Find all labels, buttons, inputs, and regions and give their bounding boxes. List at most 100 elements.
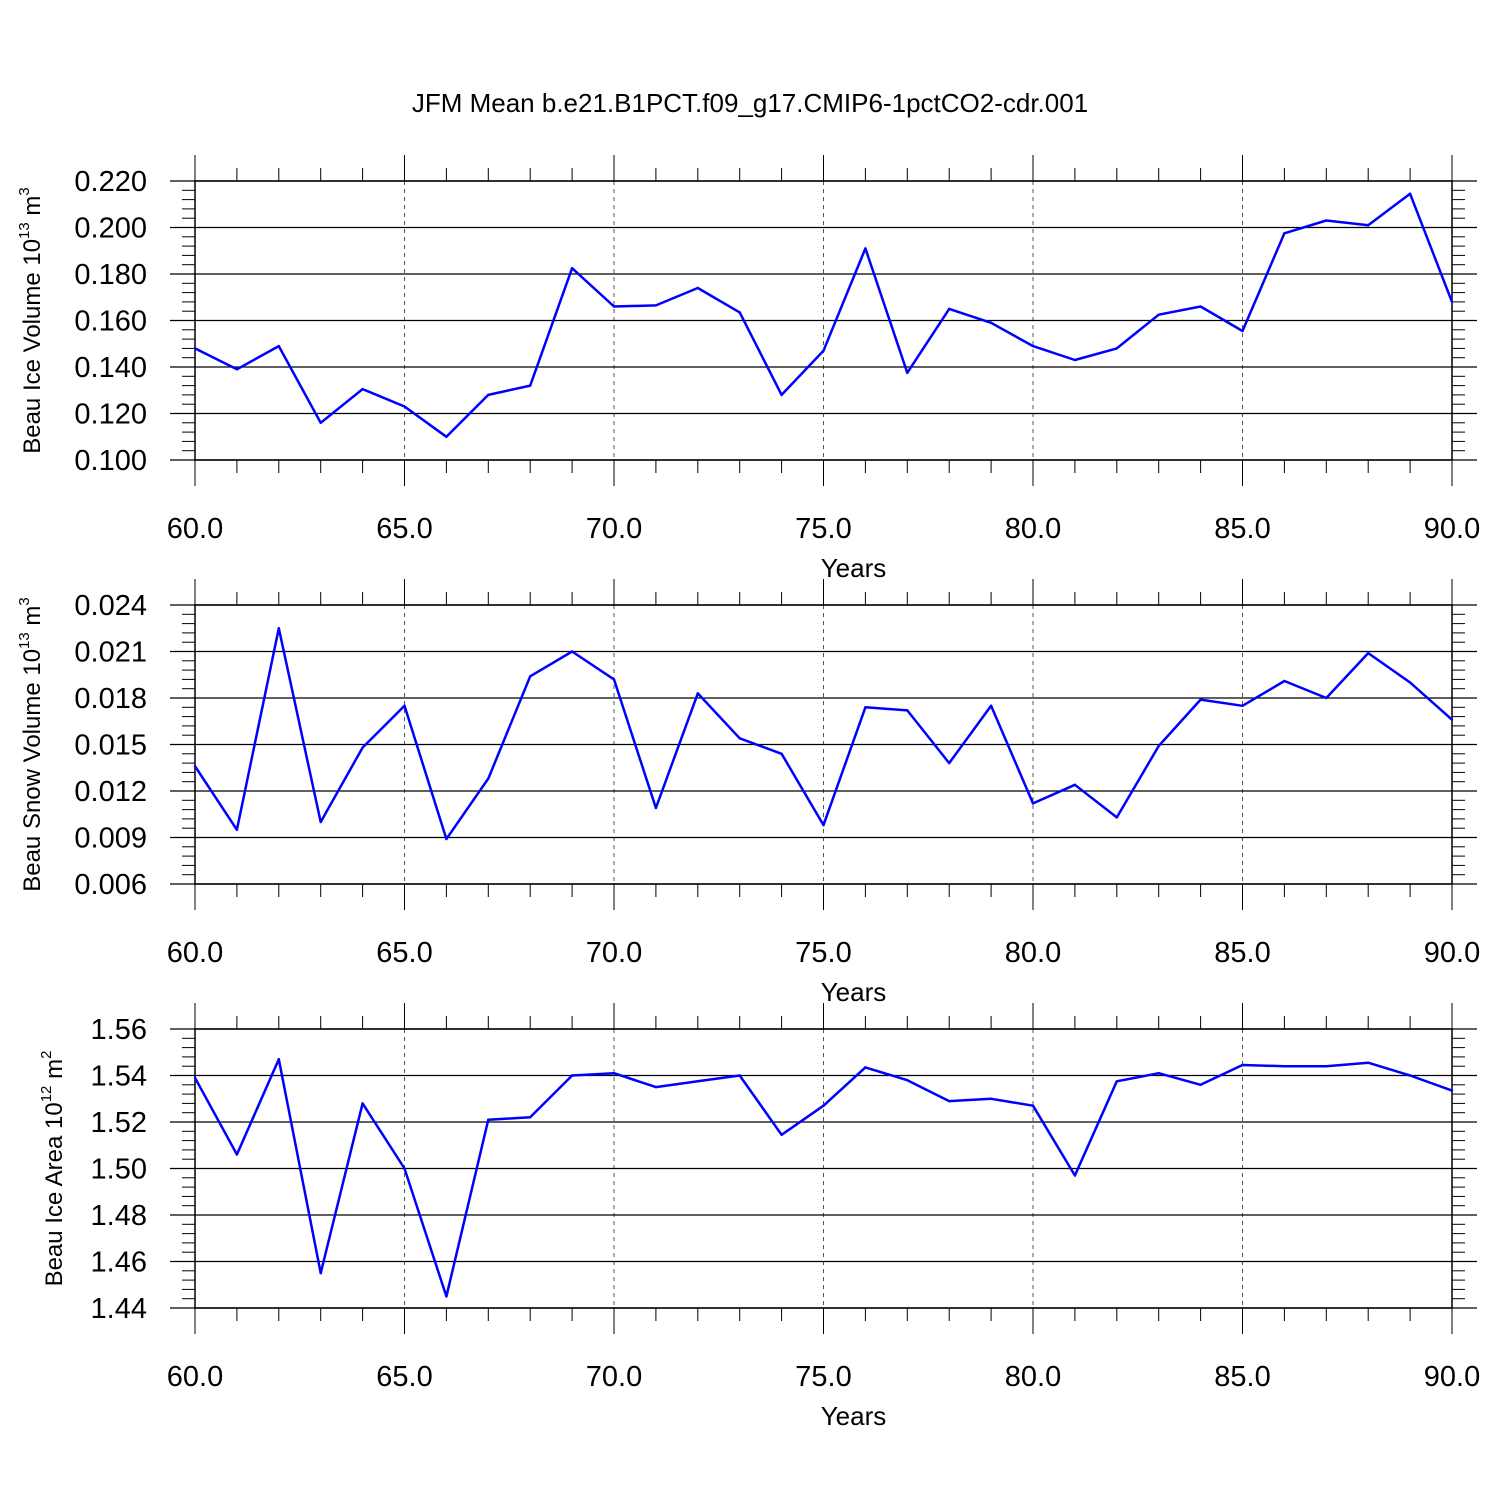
- figure-title: JFM Mean b.e21.B1PCT.f09_g17.CMIP6-1pctC…: [411, 88, 1089, 118]
- x-tick-label: 70.0: [586, 1361, 642, 1393]
- data-point: [1325, 696, 1328, 700]
- data-point: [277, 1058, 280, 1061]
- data-point: [1241, 704, 1244, 707]
- y-tick-label: 0.140: [74, 352, 147, 384]
- panel-3: 60.0 65.0 70.0 75.0 80.0 85.0 90.0 1.44 1.46 1.48…: [38, 1003, 1480, 1431]
- x-tick-label: 80.0: [1005, 937, 1061, 969]
- data-point: [906, 371, 909, 375]
- data-point: [780, 393, 783, 397]
- data-point: [654, 304, 658, 307]
- data-point: [1241, 1063, 1244, 1067]
- data-point: [906, 1078, 909, 1082]
- data-point: [1450, 300, 1454, 304]
- data-point: [1073, 358, 1077, 362]
- data-point: [319, 421, 322, 424]
- data-point: [1073, 1174, 1077, 1177]
- data-point: [1115, 816, 1119, 819]
- data-point: [1367, 223, 1370, 227]
- x-tick-label: 75.0: [795, 937, 851, 969]
- data-point: [822, 1104, 825, 1107]
- plot-frame: [194, 604, 1453, 885]
- data-point: [1115, 1080, 1119, 1083]
- x-tick-label: 60.0: [167, 513, 223, 545]
- x-tick-label: 90.0: [1424, 937, 1480, 969]
- data-point: [654, 806, 658, 810]
- data-point: [989, 321, 993, 325]
- x-tick-label: 70.0: [586, 937, 642, 969]
- data-point: [1450, 1089, 1454, 1092]
- data-point: [864, 1066, 867, 1069]
- data-point: [1408, 681, 1412, 684]
- data-point: [1031, 802, 1035, 805]
- data-point: [487, 1118, 490, 1121]
- y-axis-title: Beau Ice Volume 1013 m3: [16, 187, 46, 454]
- data-point: [235, 368, 239, 371]
- data-point: [403, 405, 406, 408]
- y-tick-label: 0.009: [74, 823, 147, 855]
- y-tick-label: 0.015: [74, 730, 147, 762]
- y-tick-label: 0.006: [74, 869, 147, 901]
- data-point: [445, 435, 448, 438]
- data-point: [1408, 192, 1412, 195]
- x-tick-label: 70.0: [586, 513, 642, 545]
- data-point: [696, 1080, 699, 1083]
- y-tick-label: 1.52: [91, 1107, 147, 1139]
- y-tick-label: 0.200: [74, 213, 147, 245]
- data-point: [822, 349, 825, 352]
- data-point: [612, 305, 616, 308]
- x-tick-label: 80.0: [1005, 1361, 1061, 1393]
- data-point: [445, 1295, 448, 1298]
- y-tick-label: 0.024: [74, 590, 147, 622]
- data-point: [403, 1167, 406, 1170]
- data-point: [1157, 744, 1160, 748]
- x-tick-label: 85.0: [1214, 513, 1270, 545]
- data-point: [948, 1099, 951, 1103]
- data-point: [738, 311, 741, 314]
- data-point: [864, 706, 867, 709]
- plot-frame: [194, 1028, 1453, 1309]
- data-point: [654, 1085, 658, 1089]
- x-tick-label: 90.0: [1424, 1361, 1480, 1393]
- x-tick-label: 65.0: [376, 937, 432, 969]
- x-tick-label: 65.0: [376, 513, 432, 545]
- data-point: [570, 650, 574, 653]
- data-point: [487, 393, 490, 397]
- data-point: [1199, 1083, 1202, 1087]
- x-tick-label: 60.0: [167, 1361, 223, 1393]
- x-tick-label: 65.0: [376, 1361, 432, 1393]
- data-point: [738, 737, 741, 740]
- x-tick-label: 75.0: [795, 513, 851, 545]
- data-point: [696, 286, 699, 290]
- y-tick-label: 1.56: [91, 1014, 147, 1046]
- panel-1: 60.0 65.0 70.0 75.0 80.0 85.0 90.0 0.100 0.120 0.…: [16, 155, 1480, 583]
- data-point: [277, 627, 280, 630]
- data-point: [361, 387, 364, 391]
- data-point: [612, 678, 616, 681]
- data-point: [1031, 344, 1035, 348]
- data-point: [780, 1133, 783, 1136]
- data-point: [487, 777, 490, 780]
- data-point: [1031, 1104, 1035, 1107]
- data-point: [1283, 232, 1286, 235]
- y-tick-label: 0.180: [74, 259, 147, 291]
- data-point: [1157, 1071, 1160, 1075]
- data-point: [1367, 651, 1370, 655]
- x-tick-label: 85.0: [1214, 937, 1270, 969]
- x-tick-label: 80.0: [1005, 513, 1061, 545]
- y-tick-label: 0.021: [74, 637, 147, 669]
- y-tick-label: 1.50: [91, 1154, 147, 1186]
- y-tick-label: 0.100: [74, 445, 147, 477]
- data-point: [948, 307, 951, 311]
- data-point: [319, 1271, 322, 1275]
- data-point: [989, 704, 993, 707]
- x-axis-title: Years: [821, 553, 887, 583]
- data-point: [193, 1076, 197, 1080]
- y-tick-label: 0.120: [74, 399, 147, 431]
- x-tick-label: 90.0: [1424, 513, 1480, 545]
- x-axis-title: Years: [821, 1401, 887, 1431]
- data-point: [445, 837, 448, 841]
- y-tick-label: 1.54: [91, 1061, 147, 1093]
- data-point: [529, 675, 532, 678]
- data-point: [570, 266, 574, 270]
- data-point: [1157, 313, 1160, 316]
